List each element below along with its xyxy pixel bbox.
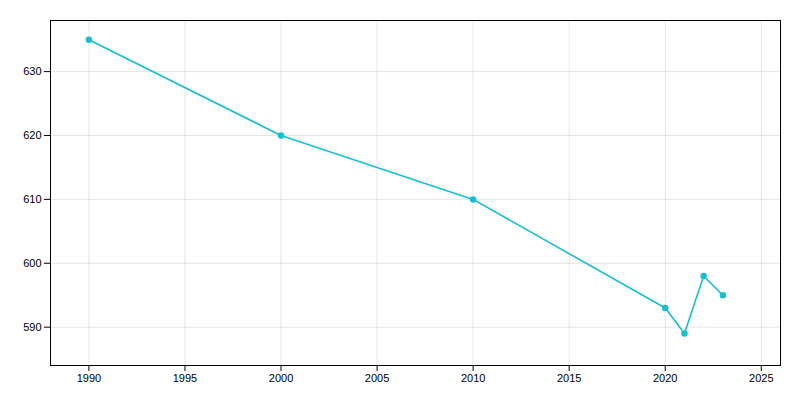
svg-text:2005: 2005: [365, 372, 389, 384]
svg-text:590: 590: [23, 321, 41, 333]
svg-text:610: 610: [23, 193, 41, 205]
svg-text:600: 600: [23, 257, 41, 269]
svg-text:1995: 1995: [173, 372, 197, 384]
svg-text:2015: 2015: [557, 372, 581, 384]
svg-text:2000: 2000: [269, 372, 293, 384]
svg-text:2025: 2025: [749, 372, 773, 384]
svg-text:620: 620: [23, 129, 41, 141]
svg-text:2020: 2020: [653, 372, 677, 384]
svg-text:630: 630: [23, 65, 41, 77]
svg-text:1990: 1990: [77, 372, 101, 384]
svg-text:2010: 2010: [461, 372, 485, 384]
